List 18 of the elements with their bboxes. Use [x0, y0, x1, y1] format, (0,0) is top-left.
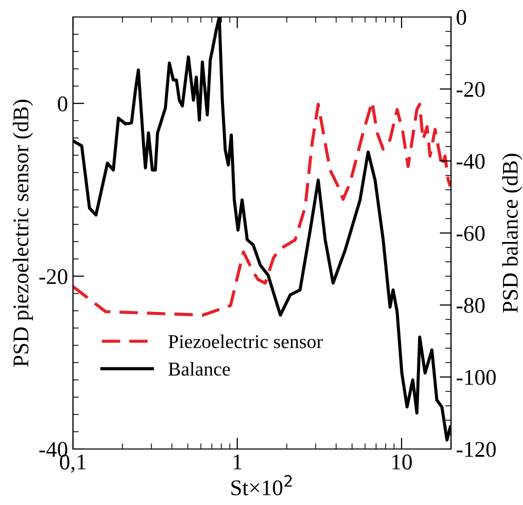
y2-tick-label: -60	[456, 226, 485, 241]
y2-tick-label: -120	[456, 442, 496, 457]
y-tick-label: -20	[39, 269, 68, 284]
x-tick-label: 1	[234, 454, 242, 470]
y2-tick-label: -20	[456, 82, 485, 97]
x-tick-label: 10	[392, 454, 412, 470]
x-tick-label: 0,1	[60, 454, 86, 473]
y-tick-label: -40	[39, 442, 68, 457]
y2-tick-label: -100	[456, 370, 496, 385]
legend-label: Piezoelectric sensor	[168, 334, 323, 348]
y2-tick-label: -40	[456, 154, 485, 169]
y-axis-title: PSD piezoelectric sensor (dB)	[12, 100, 33, 367]
y2-tick-label: 0	[456, 10, 466, 25]
x-axis-title: St×10$^{2}$	[231, 475, 292, 496]
y-tick-label: 0	[58, 96, 68, 112]
y2-axis-title: PSD balance (dB)	[502, 154, 522, 313]
legend-label: Balance	[168, 362, 230, 376]
y2-tick-label: -80	[456, 298, 485, 313]
